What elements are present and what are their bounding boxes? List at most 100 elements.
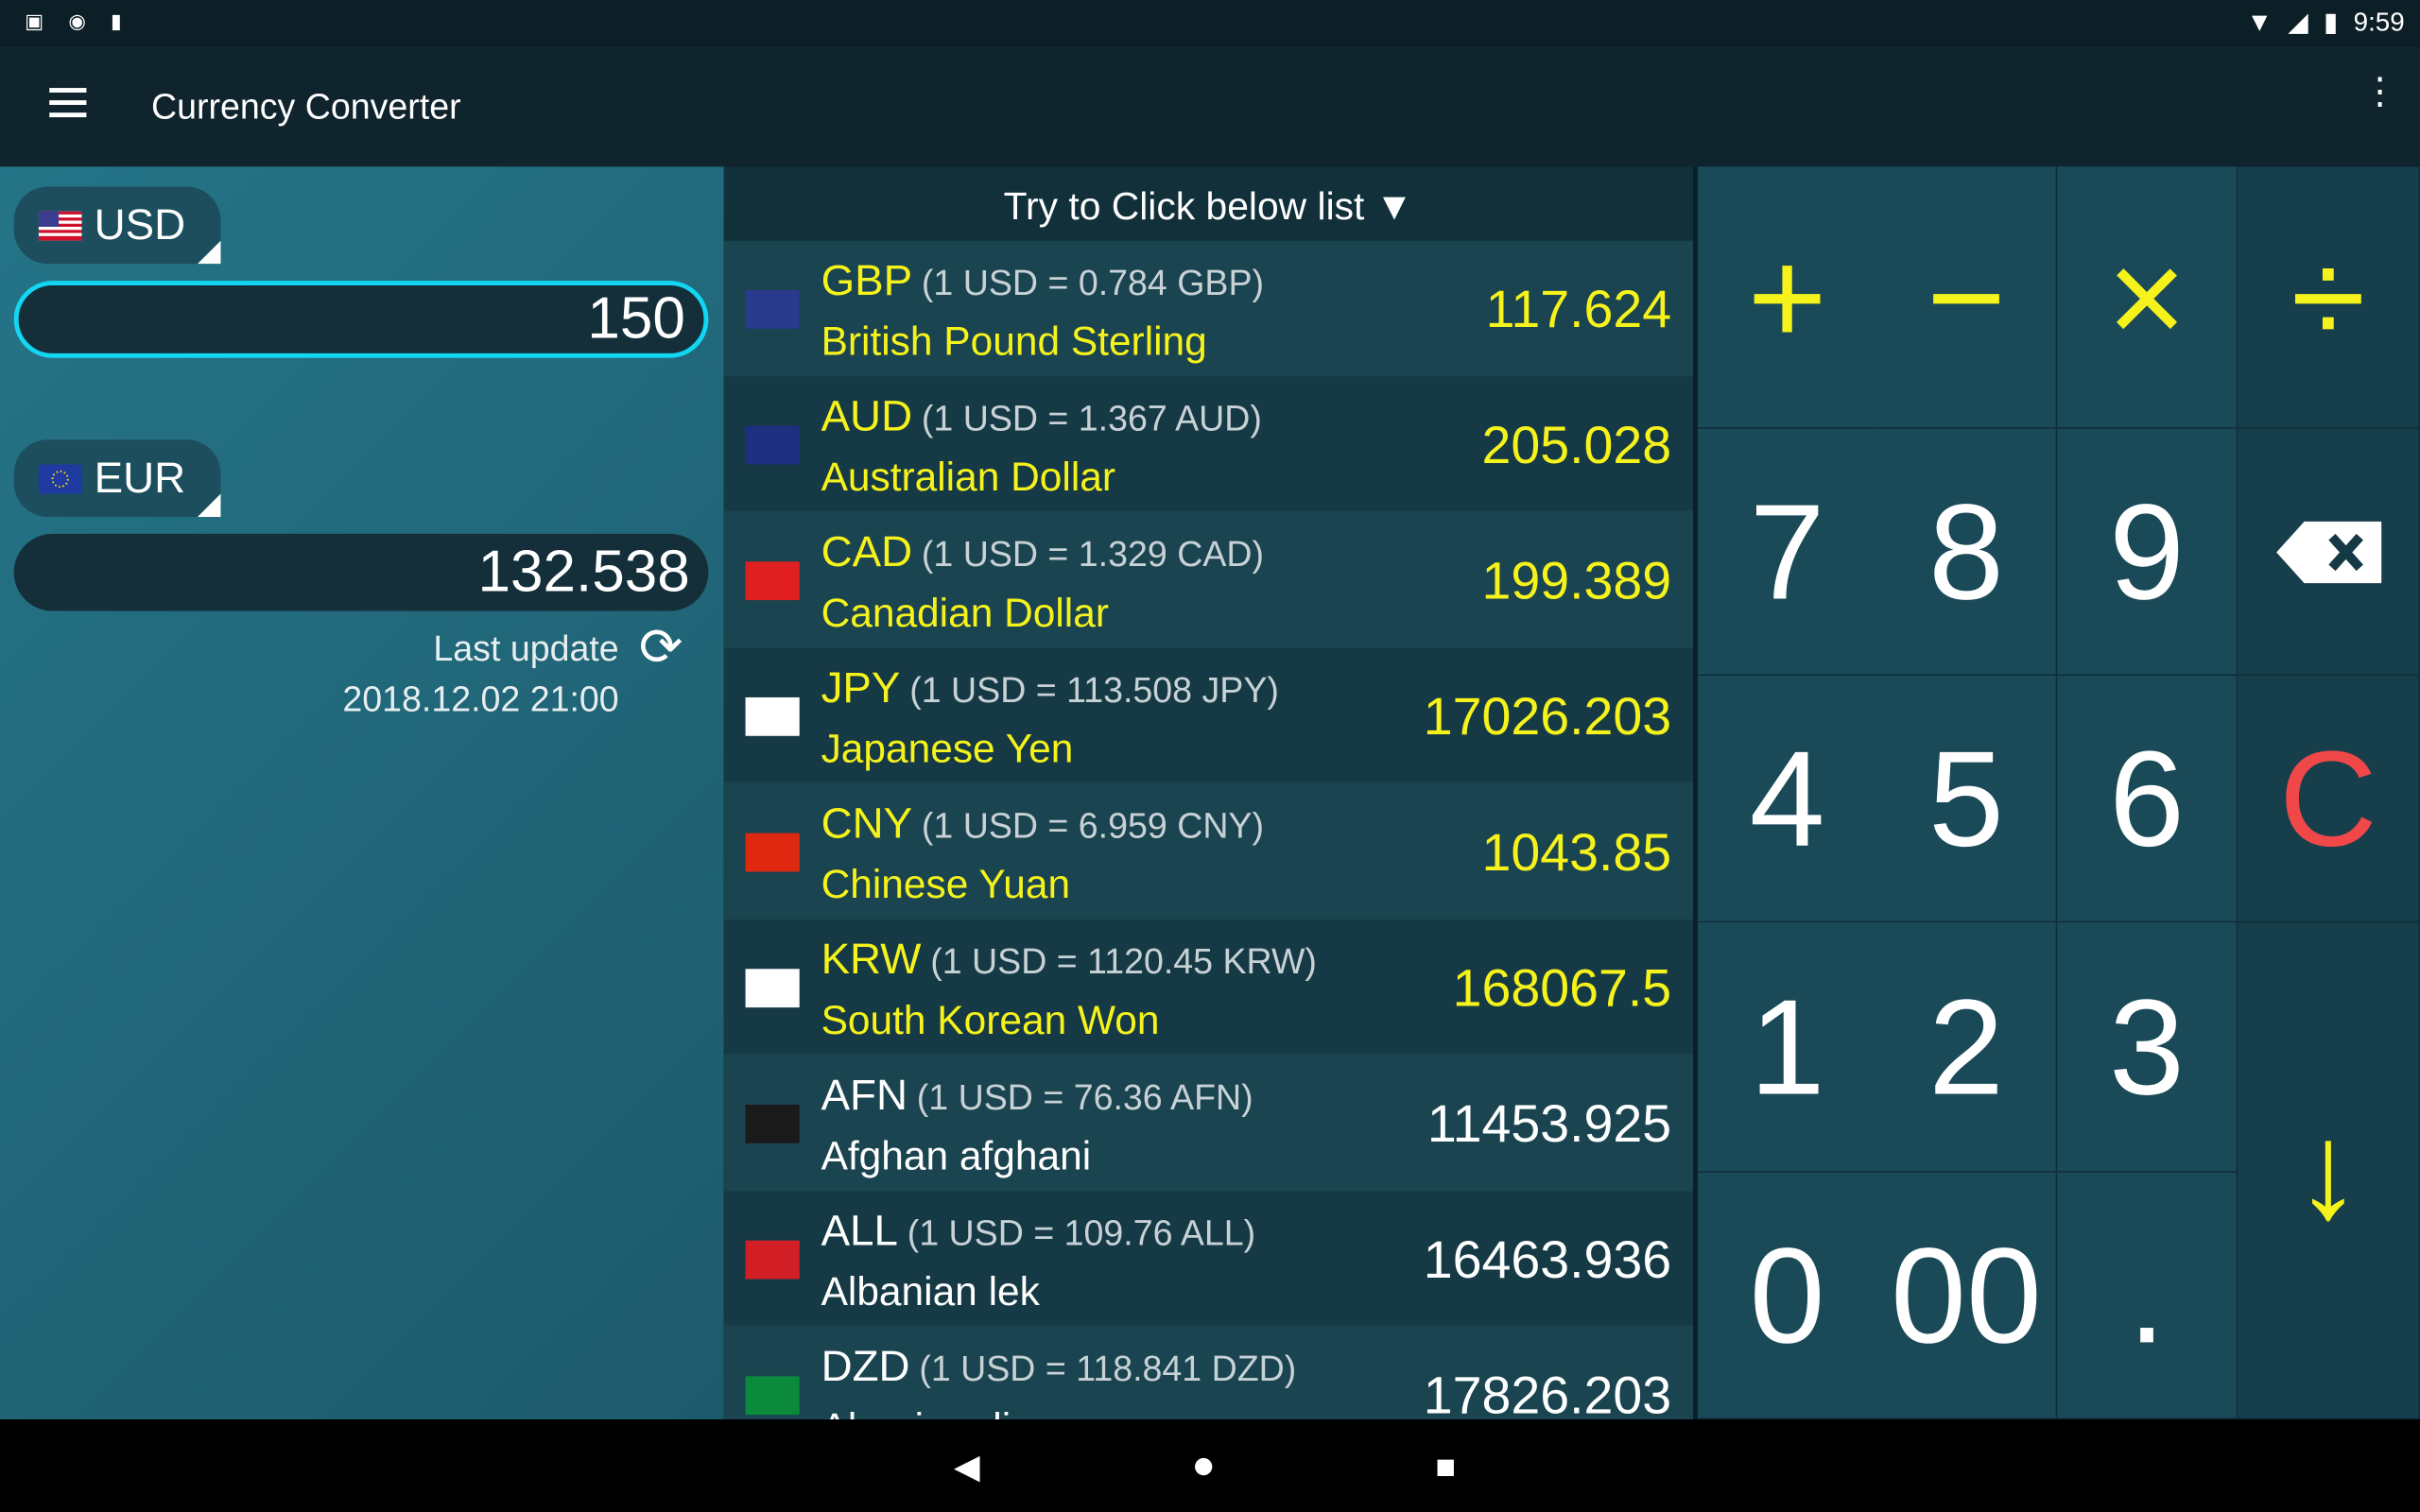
currency-row-gbp[interactable]: GBP (1 USD = 0.784 GBP) British Pound Ste… (723, 240, 1694, 377)
currency-code: JPY (821, 663, 901, 712)
to-currency-code: EUR (94, 453, 186, 502)
currency-name: Algerian dinar (821, 1404, 1069, 1419)
currency-row-cad[interactable]: CAD (1 USD = 1.329 CAD) Canadian Dollar 1… (723, 512, 1694, 648)
a-notification-icon: ▣ (25, 9, 44, 33)
currency-code: KRW (821, 935, 922, 983)
exchange-rate: (1 USD = 1.329 CAD) (921, 533, 1264, 575)
currency-row-afn[interactable]: AFN (1 USD = 76.36 AFN) Afghan afghani 11… (723, 1055, 1694, 1192)
key-0-label: 0 (1749, 1217, 1825, 1371)
decimal-key[interactable]: . (2057, 1172, 2238, 1420)
clear-key[interactable]: C (2238, 676, 2420, 923)
exchange-rate: (1 USD = 113.508 JPY) (909, 669, 1279, 711)
last-update-label: Last update (433, 627, 619, 668)
currency-name: Albanian lek (821, 1268, 1040, 1315)
clear-key-label: C (2278, 721, 2377, 874)
key-1[interactable]: 1 (1697, 922, 1878, 1173)
key-6-label: 6 (2109, 721, 2185, 874)
refresh-icon[interactable]: ⟳ (638, 618, 683, 678)
krw-flag-icon (745, 969, 800, 1008)
currency-code: AFN (821, 1071, 908, 1119)
key-8[interactable]: 8 (1876, 428, 2058, 677)
key-7[interactable]: 7 (1697, 428, 1878, 677)
multiply-key[interactable]: × (2057, 166, 2238, 429)
plus-key-label: + (1747, 219, 1827, 373)
list-header[interactable]: Try to Click below list ▼ (723, 166, 1694, 241)
currency-name: Japanese Yen (821, 725, 1074, 772)
more-options-icon[interactable]: ⋮ (2360, 71, 2399, 113)
currency-row-krw[interactable]: KRW (1 USD = 1120.45 KRW) South Korean Wo… (723, 919, 1694, 1056)
exchange-rate: (1 USD = 109.76 ALL) (907, 1212, 1256, 1253)
enter-key[interactable]: ↓ (2238, 922, 2420, 1420)
converted-value: 17026.203 (1423, 688, 1672, 747)
converted-value: 16463.936 (1423, 1230, 1672, 1290)
exchange-rate: (1 USD = 6.959 CNY) (921, 805, 1264, 846)
key-9[interactable]: 9 (2057, 428, 2238, 677)
exchange-rate: (1 USD = 76.36 AFN) (916, 1076, 1253, 1118)
converted-value: 205.028 (1481, 416, 1672, 475)
signal-icon: ◢ (2288, 8, 2308, 38)
menu-icon[interactable] (49, 88, 87, 125)
last-update-time: 2018.12.02 21:00 (342, 679, 619, 719)
back-icon[interactable]: ◀ (953, 1447, 980, 1486)
currency-name: Australian Dollar (821, 453, 1115, 500)
eu-flag-icon (38, 463, 82, 493)
enter-key-label: ↓ (2293, 1092, 2362, 1246)
recents-icon[interactable]: ■ (1435, 1447, 1457, 1486)
key-3[interactable]: 3 (2057, 922, 2238, 1173)
currency-code: DZD (821, 1342, 910, 1391)
currency-row-dzd[interactable]: DZD(1 USD = 118.841 DZD) Algerian dinar … (723, 1327, 1694, 1420)
key-2-label: 2 (1928, 970, 2004, 1123)
us-flag-icon (38, 210, 82, 240)
key-9-label: 9 (2109, 474, 2185, 627)
app-title: Currency Converter (151, 86, 461, 127)
minus-key[interactable]: − (1876, 166, 2058, 429)
currency-name: Afghan afghani (821, 1132, 1092, 1179)
from-currency-code: USD (94, 200, 186, 249)
battery-charging-icon: ▮ (2324, 8, 2339, 38)
currency-row-aud[interactable]: AUD (1 USD = 1.367 AUD) Australian Dollar… (723, 376, 1694, 513)
converted-value: 117.624 (1485, 281, 1672, 340)
last-update: Last update 2018.12.02 21:00 (342, 624, 618, 726)
backspace-key[interactable] (2238, 428, 2420, 677)
key-5[interactable]: 5 (1876, 676, 2058, 923)
circle-icon: ◉ (68, 9, 86, 33)
aud-flag-icon (745, 425, 800, 465)
key-00[interactable]: 00 (1876, 1172, 2058, 1420)
gbp-flag-icon (745, 289, 800, 329)
keypad: + − × ÷ 7 8 9 4 5 6 C 1 2 3 ↓ 0 00. (1697, 166, 2420, 1420)
currency-code: GBP (821, 256, 913, 304)
home-icon[interactable]: ● (1191, 1440, 1217, 1487)
exchange-rate: (1 USD = 0.784 GBP) (921, 262, 1265, 302)
converted-value: 11453.925 (1426, 1095, 1672, 1155)
plus-key[interactable]: + (1697, 166, 1878, 429)
cny-flag-icon (745, 833, 800, 872)
key-00-label: 00 (1891, 1217, 2042, 1371)
currency-code: ALL (821, 1206, 898, 1255)
currency-code: AUD (821, 391, 913, 440)
key-0[interactable]: 0 (1697, 1172, 1878, 1420)
from-amount-input[interactable]: 150 (13, 281, 709, 358)
currency-code: CAD (821, 527, 913, 576)
sd-card-icon: ▮ (110, 9, 122, 33)
wifi-icon: ▼ (2246, 8, 2273, 38)
to-amount-output: 132.538 (13, 533, 709, 611)
currency-row-jpy[interactable]: JPY (1 USD = 113.508 JPY) Japanese Yen 17… (723, 647, 1694, 784)
exchange-rate: (1 USD = 1120.45 KRW) (930, 940, 1317, 982)
currency-row-cny[interactable]: CNY (1 USD = 6.959 CNY) Chinese Yuan 1043… (723, 783, 1694, 920)
key-2[interactable]: 2 (1876, 922, 2058, 1173)
minus-key-label: − (1927, 219, 2006, 373)
converted-value: 168067.5 (1452, 959, 1672, 1019)
key-4[interactable]: 4 (1697, 676, 1878, 923)
key-4-label: 4 (1749, 721, 1825, 874)
dzd-flag-icon (745, 1376, 800, 1416)
key-6[interactable]: 6 (2057, 676, 2238, 923)
from-currency-selector[interactable]: USD (13, 186, 221, 265)
currency-list: Try to Click below list ▼ GBP (1 USD = 0.… (723, 166, 1694, 1420)
currency-row-all[interactable]: ALL (1 USD = 109.76 ALL) Albanian lek 164… (723, 1191, 1694, 1328)
currency-code: CNY (821, 799, 913, 848)
afn-flag-icon (745, 1104, 800, 1143)
divide-key[interactable]: ÷ (2238, 166, 2420, 429)
decimal-key-label: . (2128, 1217, 2166, 1371)
navigation-bar: ◀ ● ■ (0, 1419, 2420, 1512)
to-currency-selector[interactable]: EUR (13, 439, 221, 517)
